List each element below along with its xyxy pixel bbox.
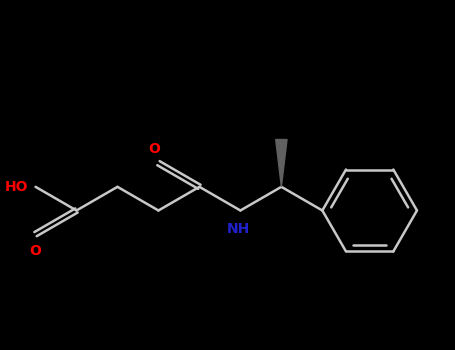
Text: HO: HO: [5, 180, 28, 194]
Text: O: O: [30, 244, 41, 258]
Text: NH: NH: [227, 222, 250, 236]
Text: O: O: [148, 142, 160, 156]
Polygon shape: [276, 140, 287, 187]
